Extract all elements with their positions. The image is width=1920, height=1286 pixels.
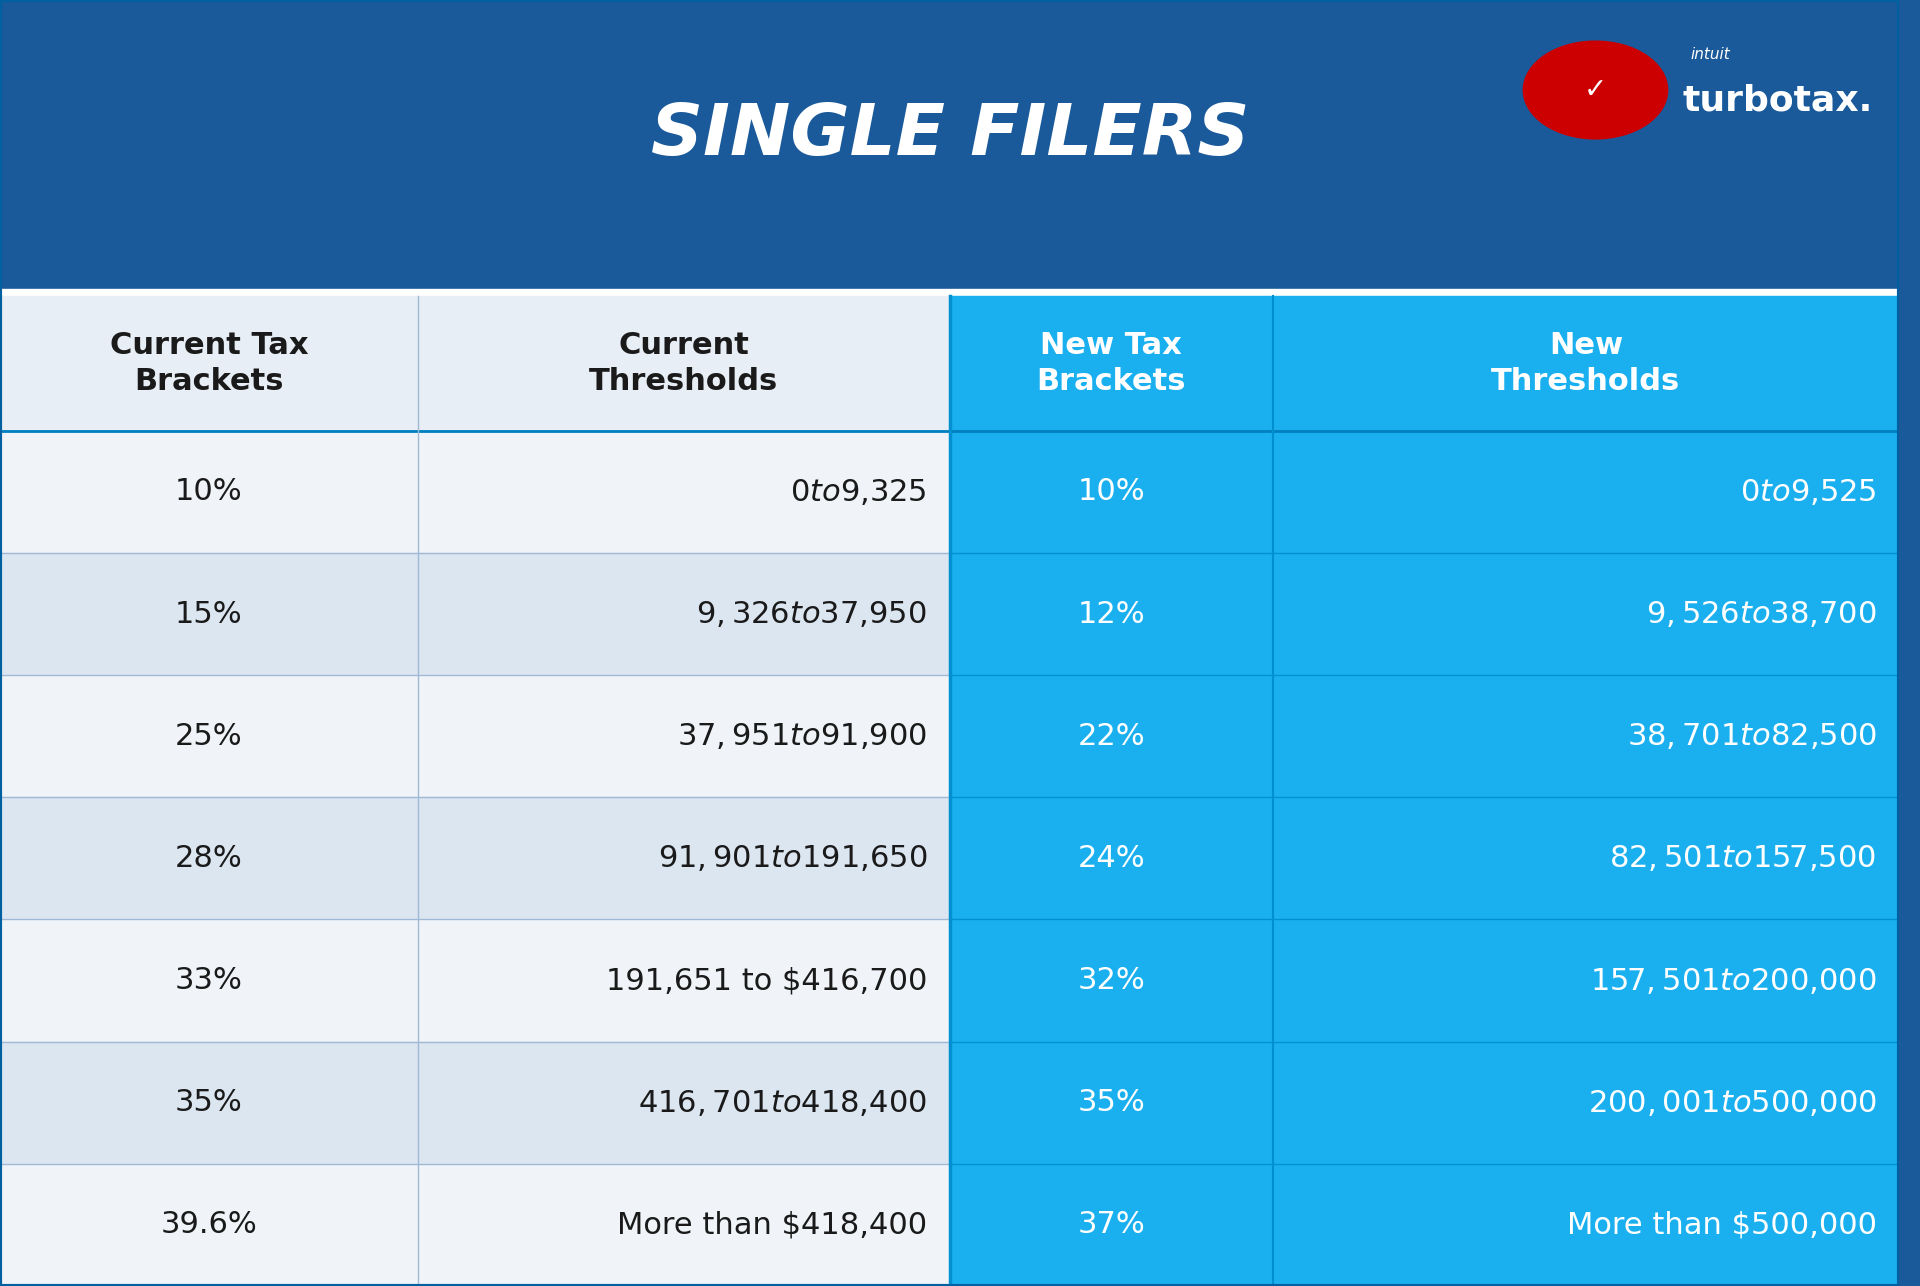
- Text: $9,326 to $37,950: $9,326 to $37,950: [697, 599, 927, 629]
- Text: 25%: 25%: [175, 721, 242, 751]
- Bar: [950, 919, 1899, 1042]
- Text: 35%: 35%: [175, 1088, 242, 1118]
- Bar: [0, 553, 950, 675]
- Text: $37, 951 to $91,900: $37, 951 to $91,900: [678, 721, 927, 751]
- Text: 191,651 to $416,700: 191,651 to $416,700: [605, 966, 927, 995]
- Bar: [950, 1042, 1899, 1164]
- Bar: [950, 1164, 1899, 1286]
- Text: intuit: intuit: [1690, 46, 1730, 62]
- Text: 32%: 32%: [1077, 966, 1144, 995]
- Bar: [950, 675, 1899, 797]
- Text: Current Tax
Brackets: Current Tax Brackets: [109, 331, 309, 396]
- Text: 39.6%: 39.6%: [161, 1210, 257, 1240]
- Text: 33%: 33%: [175, 966, 242, 995]
- Bar: [0, 289, 1899, 1286]
- Text: $157,501 to $200,000: $157,501 to $200,000: [1590, 966, 1876, 995]
- Text: More than $418,400: More than $418,400: [616, 1210, 927, 1240]
- Text: $0 to $9,525: $0 to $9,525: [1740, 477, 1876, 507]
- Text: 24%: 24%: [1077, 844, 1144, 873]
- Text: turbotax.: turbotax.: [1682, 84, 1874, 117]
- Bar: [0, 919, 950, 1042]
- Text: New
Thresholds: New Thresholds: [1492, 331, 1680, 396]
- Text: $91,901 to $191,650: $91,901 to $191,650: [657, 844, 927, 873]
- Bar: [950, 797, 1899, 919]
- Bar: [0, 675, 950, 797]
- Text: 10%: 10%: [1077, 477, 1144, 507]
- Bar: [0, 296, 419, 431]
- Text: $200,001 to $500,000: $200,001 to $500,000: [1588, 1088, 1876, 1118]
- Bar: [0, 797, 950, 919]
- Bar: [419, 296, 950, 431]
- Bar: [1273, 296, 1899, 431]
- Text: $0 to $9,325: $0 to $9,325: [791, 477, 927, 507]
- Text: 12%: 12%: [1077, 599, 1144, 629]
- Text: 15%: 15%: [175, 599, 242, 629]
- Bar: [0, 1164, 950, 1286]
- Bar: [0, 1042, 950, 1164]
- Text: $82,501 to $157,500: $82,501 to $157,500: [1609, 844, 1876, 873]
- Text: More than $500,000: More than $500,000: [1567, 1210, 1876, 1240]
- Text: $38,701 to $82,500: $38,701 to $82,500: [1626, 721, 1876, 751]
- Text: New Tax
Brackets: New Tax Brackets: [1037, 331, 1187, 396]
- Bar: [950, 431, 1899, 553]
- Bar: [0, 431, 950, 553]
- Text: 22%: 22%: [1077, 721, 1144, 751]
- Text: 10%: 10%: [175, 477, 242, 507]
- Text: SINGLE FILERS: SINGLE FILERS: [651, 100, 1248, 170]
- Text: 28%: 28%: [175, 844, 242, 873]
- Text: Current
Thresholds: Current Thresholds: [589, 331, 778, 396]
- Text: ✓: ✓: [1584, 76, 1607, 104]
- Bar: [950, 553, 1899, 675]
- Bar: [950, 296, 1273, 431]
- Text: $416,701 to $418,400: $416,701 to $418,400: [637, 1088, 927, 1118]
- Text: $9,526 to $38,700: $9,526 to $38,700: [1645, 599, 1876, 629]
- Circle shape: [1523, 41, 1668, 139]
- Text: 37%: 37%: [1077, 1210, 1144, 1240]
- Text: 35%: 35%: [1077, 1088, 1144, 1118]
- Bar: [0, 0, 1899, 296]
